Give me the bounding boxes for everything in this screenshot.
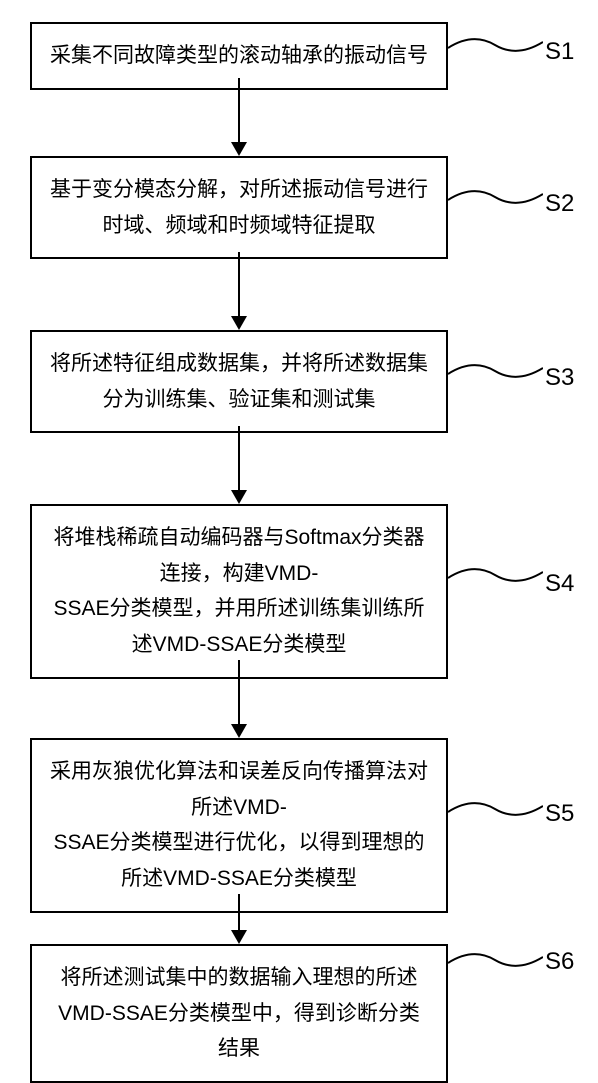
step-label: S3 (545, 364, 574, 392)
node-text: 将所述特征组成数据集，并将所述数据集分为训练集、验证集和测试集 (50, 346, 428, 417)
flowchart-node: 将所述测试集中的数据输入理想的所述VMD-SSAE分类模型中，得到诊断分类结果 (30, 944, 448, 1083)
connector-curve (448, 356, 543, 386)
step-label: S4 (545, 570, 574, 598)
node-text: 将所述测试集中的数据输入理想的所述VMD-SSAE分类模型中，得到诊断分类结果 (50, 960, 428, 1067)
arrow-head-icon (231, 930, 247, 944)
node-text: 基于变分模态分解，对所述振动信号进行时域、频域和时频域特征提取 (50, 172, 428, 243)
arrow-head-icon (231, 490, 247, 504)
flowchart-node: 基于变分模态分解，对所述振动信号进行时域、频域和时频域特征提取 (30, 156, 448, 259)
flowchart-node: 将堆栈稀疏自动编码器与Softmax分类器连接，构建VMD- SSAE分类模型，… (30, 504, 448, 679)
arrow-head-icon (231, 724, 247, 738)
arrow-line (238, 660, 240, 726)
step-label: S2 (545, 190, 574, 218)
node-text: 将堆栈稀疏自动编码器与Softmax分类器连接，构建VMD- SSAE分类模型，… (50, 520, 428, 663)
step-label: S1 (545, 38, 574, 66)
arrow-line (238, 426, 240, 492)
step-label: S6 (545, 948, 574, 976)
flowchart-node: 将所述特征组成数据集，并将所述数据集分为训练集、验证集和测试集 (30, 330, 448, 433)
connector-curve (448, 945, 543, 975)
flowchart-container: 采集不同故障类型的滚动轴承的振动信号 S1 基于变分模态分解，对所述振动信号进行时域… (0, 0, 598, 1000)
arrow-line (238, 894, 240, 932)
arrow-head-icon (231, 316, 247, 330)
arrow-line (238, 252, 240, 318)
arrow-line (238, 78, 240, 144)
connector-curve (448, 560, 543, 590)
connector-curve (448, 794, 543, 824)
node-text: 采用灰狼优化算法和误差反向传播算法对所述VMD- SSAE分类模型进行优化，以得… (50, 754, 428, 897)
arrow-head-icon (231, 142, 247, 156)
step-label: S5 (545, 800, 574, 828)
flowchart-node: 采用灰狼优化算法和误差反向传播算法对所述VMD- SSAE分类模型进行优化，以得… (30, 738, 448, 913)
connector-curve (448, 30, 543, 60)
connector-curve (448, 182, 543, 212)
node-text: 采集不同故障类型的滚动轴承的振动信号 (50, 38, 428, 74)
